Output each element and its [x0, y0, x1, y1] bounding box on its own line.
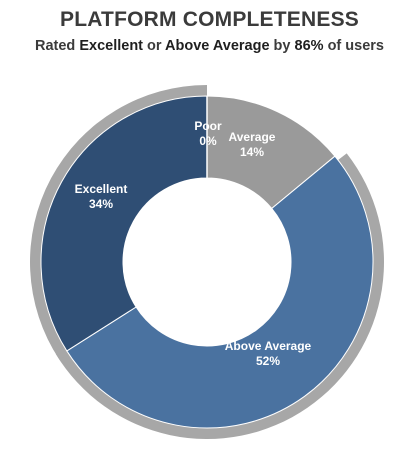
subtitle-excellent: Excellent — [79, 38, 143, 54]
slice-label-excellent: Excellent 34% — [75, 182, 128, 211]
slice-labels: Average 14% Above Average 52% Excellent 34% Po… — [75, 119, 312, 368]
slice-label-average: Average 14% — [229, 130, 276, 159]
donut-slices — [40, 95, 374, 429]
chart-subtitle: Rated Excellent or Above Average by 86% … — [0, 38, 419, 54]
slice-label-poor: Poor 0% — [194, 119, 222, 148]
slice-label-above-average: Above Average 52% — [225, 339, 312, 368]
outer-ring-excellent — [30, 85, 208, 360]
subtitle-above-average: Above Average — [165, 38, 270, 54]
chart-title: PLATFORM COMPLETENESS — [60, 8, 359, 31]
donut-hole — [123, 178, 291, 346]
subtitle-text-1: Rated — [35, 38, 80, 54]
subtitle-text-3: by — [269, 38, 295, 54]
subtitle-text-4: of users — [323, 38, 384, 54]
subtitle-percent: 86% — [294, 38, 324, 54]
subtitle-text-2: or — [143, 38, 166, 54]
